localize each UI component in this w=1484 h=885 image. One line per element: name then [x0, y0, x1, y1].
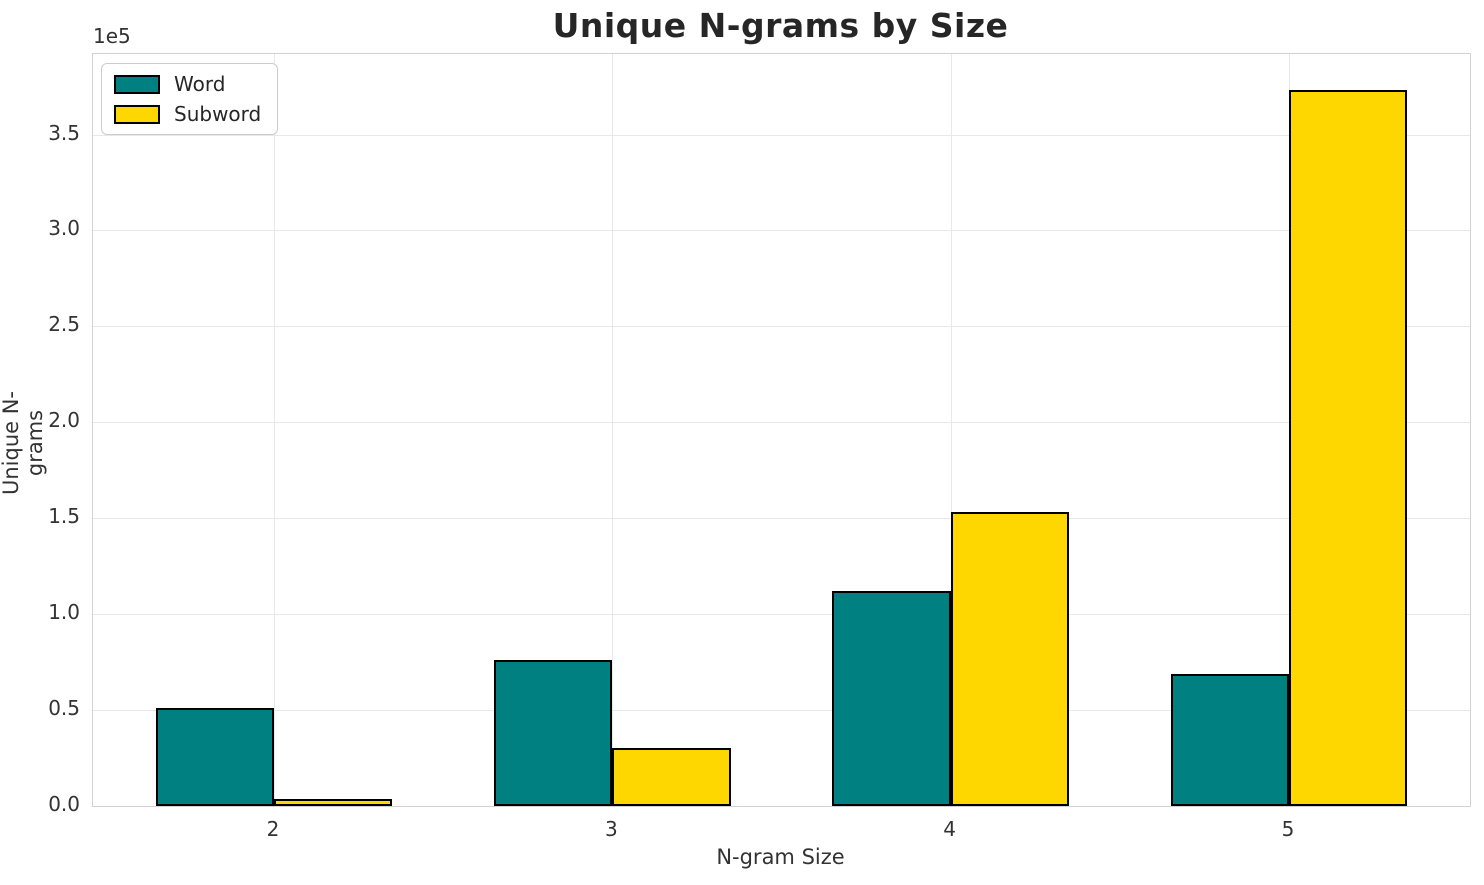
gridline-y-1.0	[93, 614, 1470, 616]
plot-area: Word Subword	[92, 53, 1471, 807]
y-tick-label-3.0: 3.0	[48, 216, 80, 241]
gridline-y-3.5	[93, 134, 1470, 136]
x-axis-label: N-gram Size	[716, 845, 845, 869]
bar-subword-2	[274, 799, 393, 806]
x-tick-label-3: 3	[604, 817, 618, 841]
y-tick-label-1.5: 1.5	[48, 504, 80, 529]
legend-label-word: Word	[174, 72, 226, 96]
x-tick-label-2: 2	[266, 817, 280, 841]
y-axis-label: Unique N-grams	[0, 390, 47, 496]
y-tick-label-0.5: 0.5	[48, 696, 80, 721]
bar-subword-5	[1288, 90, 1408, 806]
legend-swatch-word	[114, 74, 160, 94]
gridline-x-4	[950, 54, 952, 806]
bar-word-4	[832, 591, 951, 806]
gridline-y-1.5	[93, 518, 1470, 520]
x-tick-label-5: 5	[1281, 817, 1295, 841]
bar-word-3	[493, 660, 613, 806]
y-tick-label-2.0: 2.0	[48, 408, 80, 433]
bar-subword-4	[950, 512, 1070, 806]
y-axis-offset-text: 1e5	[93, 24, 131, 48]
legend-label-subword: Subword	[174, 102, 262, 126]
y-tick-label-2.5: 2.5	[48, 312, 80, 337]
bar-word-5	[1170, 673, 1289, 806]
gridline-y-2.0	[93, 422, 1470, 424]
x-tick-label-4: 4	[943, 817, 957, 841]
legend: Word Subword	[101, 63, 279, 135]
gridline-y-0.5	[93, 710, 1470, 712]
legend-swatch-subword	[114, 104, 160, 124]
bar-subword-3	[612, 748, 731, 806]
y-tick-label-1.0: 1.0	[48, 600, 80, 625]
gridline-y-3.0	[93, 230, 1470, 232]
bar-word-2	[155, 708, 274, 806]
legend-item-word: Word	[114, 72, 261, 96]
gridline-x-2	[274, 54, 275, 806]
gridline-y-2.5	[93, 326, 1470, 328]
y-tick-label-3.5: 3.5	[48, 120, 80, 145]
y-tick-label-0.0: 0.0	[48, 792, 80, 816]
legend-item-subword: Subword	[114, 102, 261, 126]
chart-title: Unique N-grams by Size	[552, 6, 1009, 45]
gridline-x-3	[612, 54, 614, 806]
